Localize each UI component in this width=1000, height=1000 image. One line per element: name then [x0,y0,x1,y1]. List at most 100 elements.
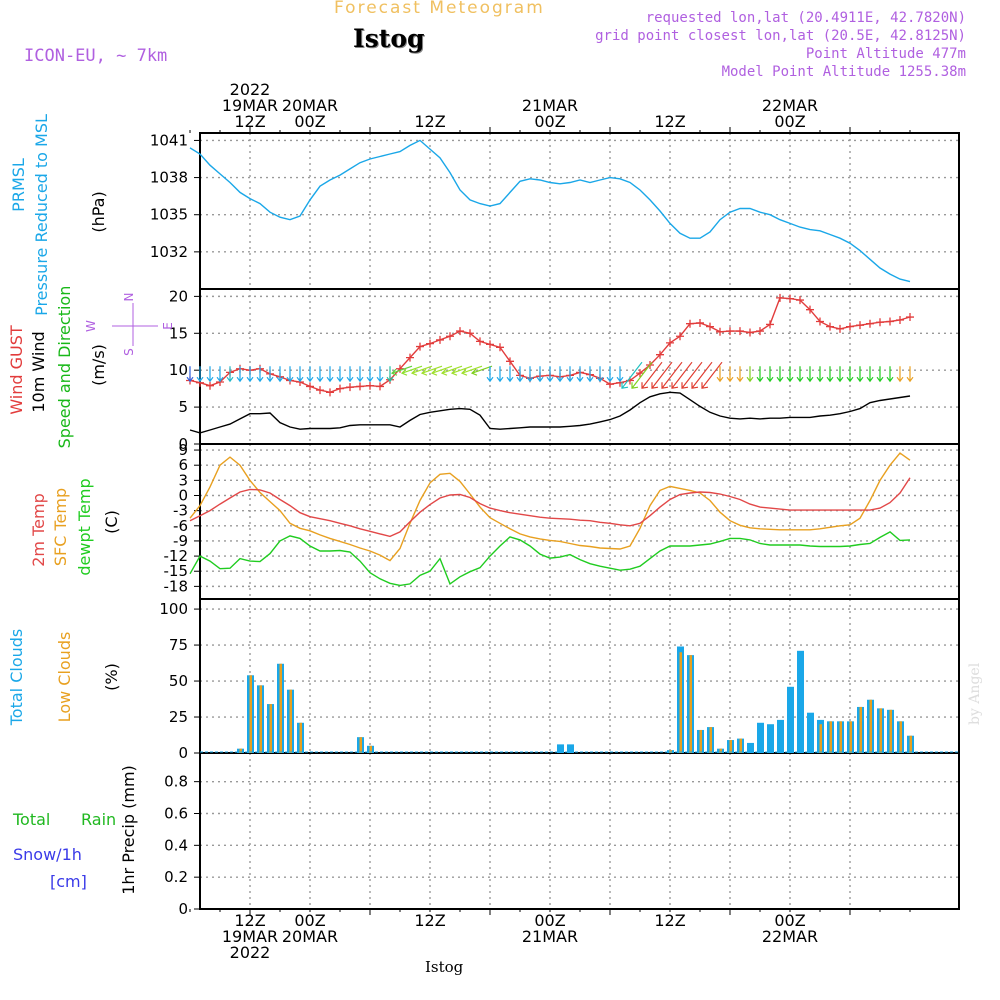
wind-direction-arrow [276,366,284,383]
wind-direction-arrow [376,366,384,383]
wind-direction-arrow [806,366,814,383]
y-tick-label: 10 [169,361,188,379]
wind-direction-arrow [641,361,663,389]
y-tick-label: -15 [164,562,189,580]
pressure-label-prmsl: PRMSL [9,158,28,212]
total-cloud-bar [767,724,774,753]
y-tick-label: 0 [178,486,188,504]
gust-marker [426,339,434,348]
wind-direction-arrow [856,366,864,383]
wind-direction-arrow [460,365,483,376]
x-top-label: 12Z [414,112,445,131]
wind-direction-arrow [661,361,683,389]
wind-direction-arrow [206,366,214,383]
wind-direction-arrow [486,366,494,383]
gust-marker [836,324,844,333]
gust-marker [756,327,764,336]
wind-10m-label: 10m Wind [29,331,48,412]
precip-total-label: Total [12,810,50,829]
x-bottom-label: 22MAR [762,927,818,946]
x-bottom-label: 00Z [774,911,805,930]
wind-direction-arrow [631,361,653,389]
gust-marker [696,318,704,327]
wind-direction-arrow [296,366,304,383]
y-tick-label: 0.8 [164,773,188,791]
gust-marker [776,293,784,302]
y-tick-label: 25 [169,708,188,726]
low-cloud-bar [889,709,892,753]
faded-title: Forecast Meteogram [334,0,545,18]
gust-marker [736,327,744,336]
gust-marker [786,294,794,303]
temp-unit: (C) [102,510,121,534]
gust-marker [746,328,754,337]
clouds-panel: 100 75 50 25 0 [159,598,960,762]
wind-direction-arrow [866,366,874,383]
wind-direction-arrow [586,366,594,383]
low-cloud-bar [279,663,282,753]
wind-direction-arrow [216,366,224,383]
y-tick-label: 1041 [150,131,188,149]
y-tick-label: 0 [178,744,188,762]
x-top-label: 00Z [534,112,565,131]
low-cloud-bar [839,721,842,753]
gust-marker [666,338,674,347]
compass-rose: N S E W [84,293,175,356]
precip-cm-label: [cm] [50,872,87,891]
gust-marker [856,321,864,330]
wind-direction-arrow [366,366,374,383]
low-cloud-bar [289,689,292,753]
panel-frame [199,752,960,910]
model-label: ICON-EU, ~ 7km [24,46,168,66]
wind-10m-line [189,391,911,434]
y-tick-label: 0 [178,435,188,453]
low-cloud-bar [689,655,692,753]
gust-marker [346,383,354,392]
gust-marker [396,364,404,373]
wind-direction-arrow [536,366,544,383]
x-top-label: 00Z [294,112,325,131]
x-top-label: 12Z [654,112,685,131]
gust-marker [866,319,874,328]
wind-direction-arrow [450,365,473,376]
clouds-unit: (%) [102,663,121,691]
compass-s: S [122,348,136,356]
wind-direction-arrow [386,366,394,383]
wind-direction-arrow [756,366,764,383]
wind-direction-arrow [846,366,854,383]
x-bottom-label: 21MAR [522,927,578,946]
low-clouds-label: Low Clouds [55,632,74,723]
compass-w: W [84,320,98,332]
y-tick-label: -3 [173,502,188,520]
total-cloud-bar [757,722,764,753]
wind-gust-label: Wind GUST [7,325,26,415]
y-tick-label: 9 [178,441,188,459]
gust-marker [826,322,834,331]
low-cloud-bar [729,740,732,753]
y-tick-label: 1032 [150,243,188,261]
total-clouds-label: Total Clouds [7,629,26,727]
y-tick-label: 5 [178,398,188,416]
total-cloud-bar [797,650,804,753]
gust-marker [316,386,324,395]
gust-marker [706,322,714,331]
wind-direction-arrow [576,366,584,383]
gust-marker [466,329,474,338]
y-tick-label: 15 [169,324,188,342]
total-cloud-bar [807,712,814,753]
low-cloud-bar [359,737,362,753]
requested-coords: requested lon,lat (20.4911E, 42.7820N) [645,10,966,26]
wind-direction-arrow [246,366,254,383]
y-tick-label: 20 [169,287,188,305]
gust-marker [446,332,454,341]
wind-direction-arrow [546,366,554,383]
x-bottom-label: 00Z [534,911,565,930]
point-altitude: Point Altitude 477m [805,46,966,62]
low-cloud-bar [709,727,712,753]
low-cloud-bar [299,722,302,753]
y-tick-label: 0.2 [164,868,188,886]
precip-snow-label: Snow/1h [13,845,82,864]
wind-direction-arrow [651,361,673,389]
gust-marker [716,327,724,336]
